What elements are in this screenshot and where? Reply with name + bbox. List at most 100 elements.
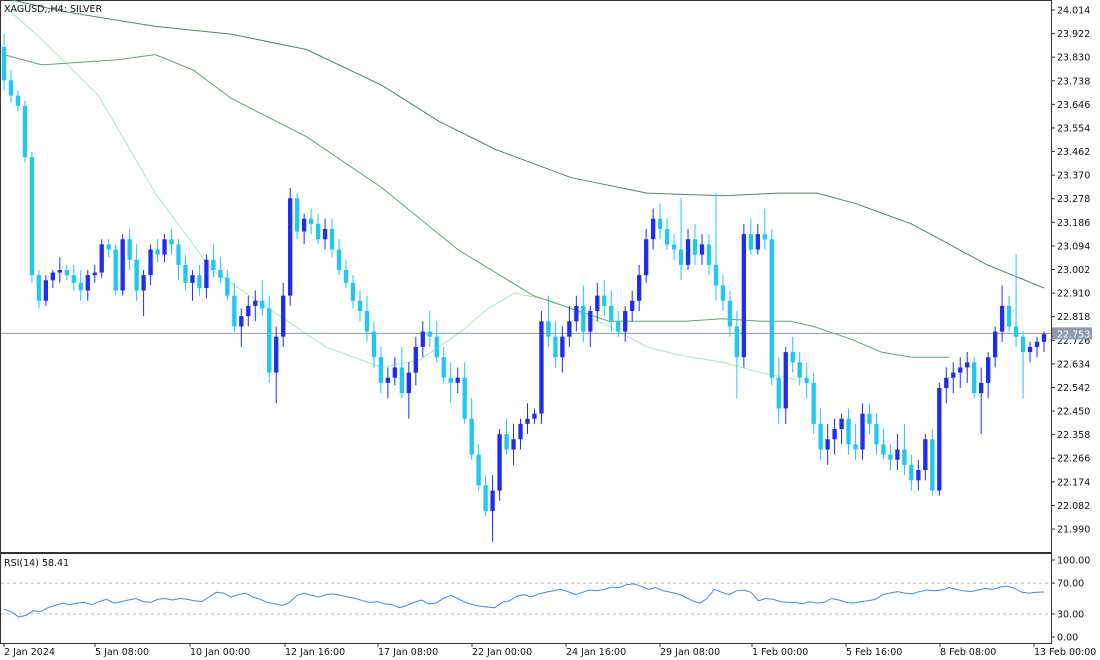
candle-bull (650, 218, 656, 240)
price-tick-label: 22.726 (1057, 336, 1090, 347)
candle-bear (357, 300, 363, 312)
candle-bear (427, 331, 432, 337)
candle-bear (762, 234, 767, 240)
candle-bear (29, 157, 35, 276)
candle-bear (874, 423, 879, 445)
candle-bull (630, 300, 635, 312)
candle-bull (595, 295, 600, 312)
candle-bull (43, 280, 49, 301)
time-tick-label: 13 Feb 00:00 (1034, 647, 1096, 658)
candle-bear (176, 244, 181, 265)
price-tick-label: 23.830 (1057, 53, 1090, 64)
time-tick-label: 29 Jan 08:00 (660, 647, 720, 658)
candle-bear (748, 234, 754, 250)
candle-bull (741, 234, 747, 358)
candle-bull (57, 270, 63, 273)
candle-bull (246, 305, 251, 317)
candle-bull (288, 198, 293, 296)
candle-bull (916, 470, 921, 481)
candle-bull (239, 316, 244, 327)
candle-bear (378, 357, 384, 383)
candle-bear (260, 300, 265, 309)
candle-bull (643, 239, 649, 276)
candle-bull (699, 244, 705, 255)
candle-bear (902, 449, 907, 465)
candle-bull (420, 331, 425, 347)
price-tick-label: 22.358 (1057, 430, 1090, 441)
candle-bear (776, 377, 781, 409)
candle-bear (183, 264, 188, 283)
candle-bear (1020, 336, 1026, 353)
price-tick-label: 24.014 (1057, 6, 1090, 17)
time-tick-label: 22 Jan 00:00 (472, 647, 532, 658)
time-tick-label: 12 Jan 16:00 (285, 647, 345, 658)
candle-bear (720, 285, 726, 301)
price-tick-label: 22.450 (1057, 407, 1090, 418)
candle-bear (504, 434, 509, 450)
candle-bull (539, 321, 544, 414)
candle-bull (141, 275, 146, 291)
price-tick-label: 23.646 (1057, 100, 1090, 111)
candle-bull (923, 439, 928, 471)
candle-bull (392, 367, 398, 378)
candle-bear (106, 244, 111, 250)
candle-bear (462, 377, 467, 419)
candle-bull (413, 346, 418, 373)
candle-bear (1013, 326, 1019, 337)
time-tick-label: 5 Jan 08:00 (95, 647, 149, 658)
candle-bull (532, 413, 537, 419)
price-tick-label: 23.002 (1057, 265, 1090, 276)
candle-bear (315, 223, 321, 240)
candle-bull (253, 300, 258, 306)
time-tick-label: 2 Jan 2024 (4, 647, 55, 658)
candle-bear (769, 239, 774, 378)
price-tick-label: 22.266 (1057, 454, 1090, 465)
price-tick-label: 22.910 (1057, 289, 1090, 300)
candle-bull (120, 239, 125, 291)
candle-bull (322, 228, 328, 240)
candle-bear (197, 275, 202, 288)
candle-bear (218, 270, 223, 278)
candle-bear (804, 377, 809, 383)
candle-bull (937, 387, 942, 491)
time-tick-label: 1 Feb 00:00 (752, 647, 808, 658)
candle-bull (497, 434, 502, 491)
candle-bear (881, 444, 886, 455)
time-axis: 2 Jan 2024 5 Jan 08:00 10 Jan 00:00 12 Jan … (3, 643, 1096, 658)
price-tick-label: 23.462 (1057, 147, 1090, 158)
candle-bear (267, 308, 272, 373)
candle-bear (15, 95, 21, 106)
candle-bear (609, 305, 614, 322)
price-tick-label: 21.990 (1057, 525, 1090, 536)
price-tick-label: 23.094 (1057, 241, 1090, 252)
candle-bull (567, 321, 572, 337)
ma-slow-line (9, 0, 1045, 289)
moving-averages (3, 0, 1045, 381)
time-tick-label: 5 Feb 16:00 (846, 647, 902, 658)
rsi-tick-label: 100.00 (1057, 556, 1090, 567)
candle-bull (1041, 334, 1047, 342)
candle-bear (448, 377, 453, 383)
candle-bull (525, 418, 530, 424)
candle-bull (301, 218, 307, 232)
candle-bull (895, 449, 900, 460)
candle-bear (909, 464, 914, 481)
rsi-tick-label: 0.00 (1057, 633, 1078, 644)
candle-bear (36, 275, 42, 301)
candle-bull (623, 311, 628, 332)
candle-bull (944, 377, 949, 388)
candle-bear (476, 454, 481, 486)
candle-bear (553, 336, 558, 358)
candle-bear (434, 336, 439, 358)
candle-bear (441, 357, 446, 378)
rsi-tick-label: 70.00 (1057, 579, 1084, 590)
price-tick-label: 23.278 (1057, 194, 1090, 205)
candle-bear (483, 485, 488, 512)
candle-bear (294, 198, 300, 232)
candle-bull (985, 357, 991, 383)
rsi-lines (1, 582, 1051, 618)
candle-bull (860, 413, 865, 450)
candle-bear (797, 362, 802, 378)
candle-bull (951, 372, 956, 378)
